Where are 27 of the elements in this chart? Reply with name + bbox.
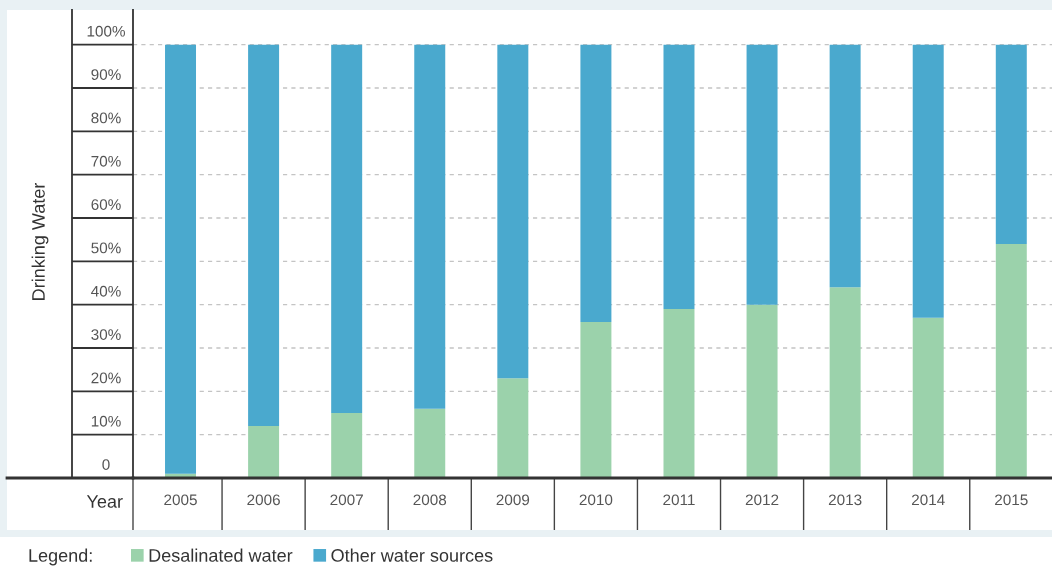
legend-label: Desalinated water (149, 548, 293, 562)
legend-label: Other water sources (331, 548, 493, 562)
y-tick-label: 70% (91, 155, 121, 167)
y-tick-label: 20% (91, 372, 121, 384)
y-tick-label: 30% (91, 329, 121, 340)
y-tick-label: 100% (87, 25, 125, 37)
y-tick-label: 90% (91, 69, 121, 80)
x-tick-label: 2005 (164, 494, 197, 506)
x-tick-label: 2015 (995, 494, 1028, 506)
x-tick-label: 2014 (911, 494, 945, 506)
y-tick-label: 0 (102, 459, 110, 470)
x-tick-label: 2013 (828, 494, 862, 506)
y-axis-title: Drinking Water (31, 182, 49, 300)
y-tick-label: 10% (91, 415, 121, 427)
x-tick-label: 2011 (663, 494, 695, 506)
x-axis-title: Year (86, 495, 123, 508)
x-tick-label: 2006 (247, 494, 280, 506)
legend-title: Legend: (29, 548, 92, 566)
x-tick-label: 2012 (745, 494, 779, 506)
x-tick-label: 2008 (413, 494, 447, 506)
y-tick-label: 80% (91, 112, 121, 124)
y-tick-label: 60% (91, 199, 121, 210)
y-tick-label: 50% (91, 242, 121, 254)
x-tick-label: 2007 (330, 494, 363, 506)
x-tick-label: 2010 (579, 494, 613, 506)
y-tick-label: 40% (91, 285, 121, 297)
x-tick-label: 2009 (496, 494, 530, 506)
